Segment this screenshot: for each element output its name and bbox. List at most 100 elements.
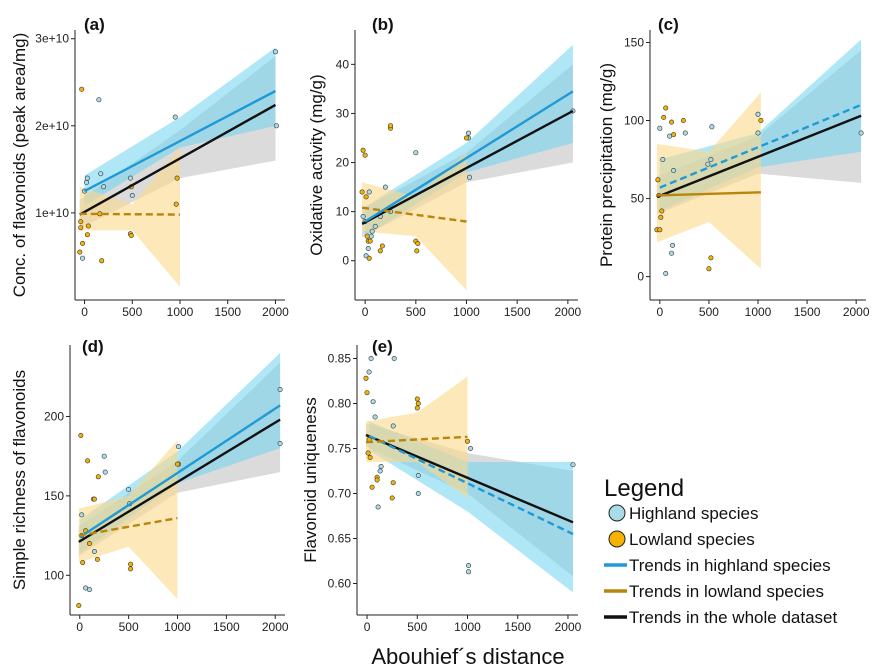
lowland-point	[91, 496, 97, 502]
trend-line	[361, 206, 467, 223]
highland-point	[101, 184, 107, 190]
lowland-point	[95, 474, 101, 480]
confidence-band	[656, 92, 761, 269]
x-tick-label: 0	[362, 305, 369, 319]
trend-line	[365, 435, 468, 444]
x-tick-label: 1500	[504, 305, 531, 319]
y-tick-label: 1e+10	[35, 206, 69, 220]
lowland-point	[78, 432, 84, 438]
highland-point	[372, 414, 378, 420]
trend-line	[656, 191, 761, 197]
highland-point	[84, 179, 90, 185]
x-tick-label: 2000	[555, 305, 582, 319]
highland-point	[755, 111, 761, 117]
lowland-point	[360, 147, 366, 153]
highland-point	[126, 486, 132, 492]
lowland-point	[77, 249, 83, 255]
highland-point	[272, 49, 278, 55]
legend-item: Highland species	[608, 504, 758, 523]
panel-d: 0 500 1000 1500 2000 100 150 200 (d) Simple richn…	[10, 337, 289, 634]
legend-item: Trends in highland species	[604, 556, 831, 575]
confidence-band	[362, 152, 467, 291]
y-tick-label: 100	[44, 568, 64, 582]
lowland-point	[463, 135, 469, 141]
trend-line	[368, 434, 574, 536]
x-tick-label: 1500	[794, 305, 821, 319]
highland-point	[660, 157, 666, 163]
highland-point	[360, 214, 366, 220]
lowland-point	[364, 233, 370, 239]
lowland-point	[175, 461, 181, 467]
highland-point	[91, 548, 97, 554]
highland-point	[466, 174, 472, 180]
lowland-point	[80, 240, 86, 246]
highland-point	[372, 223, 378, 229]
confidence-band	[369, 421, 573, 593]
highland-point	[79, 512, 85, 518]
lowland-point	[414, 248, 420, 254]
panel-label: (d)	[82, 337, 104, 356]
highland-point	[705, 161, 711, 167]
highland-point	[755, 130, 761, 136]
lowland-point	[377, 248, 383, 254]
plot-area	[654, 39, 864, 276]
lowland-point	[363, 194, 369, 200]
highland-point	[172, 114, 178, 120]
lowland-point	[415, 241, 421, 247]
lowland-point	[365, 450, 371, 456]
lowland-point	[85, 223, 91, 229]
y-tick-label: 150	[44, 489, 64, 503]
y-axis-label: Flavonoid uniqueness	[301, 397, 320, 562]
lowland-point	[99, 258, 105, 264]
highland-point	[277, 386, 283, 392]
trend-line	[79, 103, 277, 216]
x-tick-label: 1500	[214, 305, 241, 319]
plot-area	[359, 44, 576, 291]
legend-label: Highland species	[629, 504, 758, 523]
highland-point	[671, 168, 677, 174]
highland-point	[391, 355, 397, 361]
panel-label: (e)	[372, 337, 393, 356]
highland-point	[98, 171, 104, 177]
highland-point	[127, 175, 133, 181]
highland-point	[375, 504, 381, 510]
x-tick-label: 2000	[262, 620, 289, 634]
lowland-point	[94, 556, 100, 562]
highland-point	[84, 175, 90, 181]
lowland-point	[76, 602, 82, 608]
legend-label: Trends in lowland species	[629, 582, 824, 601]
lowland-point	[414, 396, 420, 402]
trend-line	[79, 212, 181, 216]
x-tick-label: 2000	[555, 620, 582, 634]
y-axis-label: Conc. of flavonoids (peak area/mg)	[10, 33, 29, 298]
y-tick-label: 0.80	[328, 397, 352, 411]
lowland-point	[671, 132, 677, 138]
y-axis-label: Protein precipitation (mg/g)	[597, 63, 616, 267]
lowland-point	[415, 400, 421, 406]
highland-point	[708, 157, 714, 163]
highland-point	[413, 150, 419, 156]
x-tick-label: 1000	[453, 305, 480, 319]
trend-line	[78, 418, 281, 543]
x-tick-label: 1000	[745, 305, 772, 319]
lowland-point	[80, 560, 86, 566]
trend-line	[83, 89, 277, 193]
highland-point	[273, 123, 279, 129]
x-tick-label: 500	[699, 305, 719, 319]
highland-point	[366, 369, 372, 375]
x-tick-label: 1000	[164, 620, 191, 634]
x-tick-label: 2000	[262, 305, 289, 319]
highland-point	[277, 440, 283, 446]
lowland-point	[85, 458, 91, 464]
highland-point	[858, 130, 864, 136]
lowland-point	[128, 566, 134, 572]
y-tick-label: 150	[624, 35, 644, 49]
highland-point	[709, 124, 715, 130]
lowland-point	[173, 201, 179, 207]
trend-line	[78, 516, 178, 537]
lowland-point	[362, 152, 368, 158]
y-tick-label: 2e+10	[35, 119, 69, 133]
lowland-point	[78, 225, 84, 231]
y-tick-label: 0.75	[328, 442, 352, 456]
lowland-point	[708, 255, 714, 261]
